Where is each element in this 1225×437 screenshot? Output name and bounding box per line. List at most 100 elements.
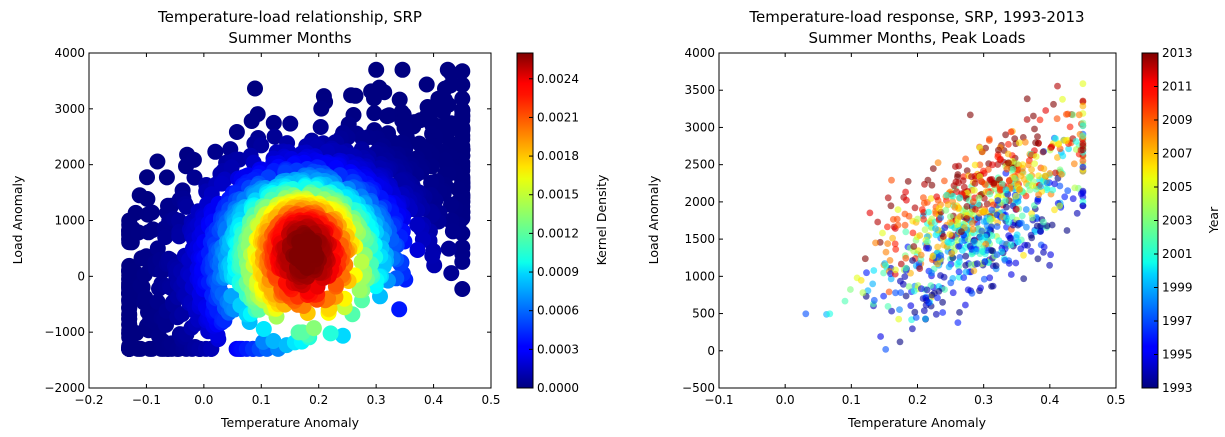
year-point — [973, 260, 981, 268]
y-tick-label: 500 — [692, 307, 715, 321]
year-point — [932, 310, 940, 318]
density-point — [368, 61, 385, 78]
year-point — [993, 223, 1001, 230]
year-point — [909, 325, 916, 333]
year-point — [1064, 187, 1072, 195]
right-colorbar-ticks: 1993 1995 1997 1999 2001 2003 2005 2007 2009 2011… — [1154, 46, 1193, 395]
colorbar-tick-label: 1993 — [1162, 381, 1193, 395]
year-point — [1069, 195, 1077, 203]
density-point — [409, 242, 426, 258]
y-tick-label: −1000 — [44, 325, 85, 339]
year-point — [1079, 80, 1087, 88]
year-point — [887, 275, 895, 283]
x-tick-label: −0.1 — [132, 393, 161, 407]
y-tick-label: 0 — [707, 344, 715, 358]
x-tick-label: 0.5 — [1106, 393, 1125, 407]
right-scatter-points — [802, 80, 1087, 353]
year-point — [923, 286, 931, 294]
x-tick-label: −0.1 — [704, 393, 733, 407]
density-point — [253, 137, 270, 154]
year-point — [892, 245, 900, 253]
year-point — [1040, 249, 1047, 256]
density-point — [298, 243, 315, 259]
year-point — [1023, 223, 1030, 231]
year-point — [1051, 206, 1058, 214]
density-point — [379, 108, 396, 125]
year-point — [925, 299, 932, 307]
year-point — [939, 298, 946, 306]
year-point — [981, 258, 989, 266]
year-point — [885, 288, 893, 296]
year-point — [889, 234, 896, 242]
year-point — [972, 247, 980, 255]
density-point — [243, 113, 260, 129]
y-tick-label: 0 — [77, 269, 85, 283]
year-point — [1046, 261, 1053, 269]
year-point — [902, 264, 910, 272]
year-point — [874, 218, 882, 226]
year-point — [954, 171, 962, 178]
year-point — [929, 252, 937, 260]
x-tick-label: 0.5 — [481, 393, 500, 407]
density-point — [322, 325, 339, 342]
year-point — [1028, 214, 1036, 222]
year-point — [870, 267, 878, 274]
year-point — [934, 243, 941, 251]
year-point — [897, 289, 905, 296]
density-point — [424, 247, 441, 264]
x-tick-label: 0.1 — [252, 393, 271, 407]
year-point — [853, 274, 861, 282]
year-point — [904, 178, 912, 185]
x-tick-label: 0.4 — [424, 393, 443, 407]
year-point — [941, 177, 948, 185]
year-point — [969, 226, 977, 233]
left-colorbar-label: Kernel Density — [594, 174, 609, 265]
year-point — [1059, 95, 1066, 103]
right-chart-title: Temperature-load response, SRP, 1993-201… — [748, 8, 1084, 26]
year-point — [988, 223, 995, 231]
density-point — [394, 61, 411, 78]
year-point — [958, 228, 965, 236]
year-point — [907, 302, 915, 310]
year-point — [949, 289, 957, 297]
year-point — [872, 239, 879, 247]
year-point — [1034, 133, 1041, 141]
density-point — [127, 204, 144, 221]
density-point — [366, 90, 382, 107]
year-point — [976, 161, 984, 169]
year-point — [937, 252, 945, 259]
year-point — [1007, 241, 1015, 249]
year-point — [912, 314, 920, 321]
density-point — [149, 153, 166, 170]
y-tick-label: 4000 — [54, 46, 85, 60]
year-point — [1017, 245, 1025, 253]
density-point — [282, 115, 299, 132]
y-tick-label: 1500 — [684, 232, 715, 246]
year-point — [934, 260, 941, 268]
year-point — [1079, 122, 1087, 130]
year-point — [866, 209, 874, 217]
year-point — [1035, 191, 1042, 199]
year-point — [917, 251, 925, 259]
year-point — [1061, 193, 1069, 201]
year-point — [963, 215, 971, 222]
year-point — [995, 237, 1003, 245]
year-point — [1021, 138, 1029, 146]
year-point — [978, 247, 986, 255]
year-point — [884, 303, 892, 310]
colorbar-tick-label: 1995 — [1162, 348, 1193, 362]
year-point — [940, 273, 948, 281]
year-point — [956, 194, 964, 202]
year-point — [945, 263, 953, 271]
density-point — [391, 91, 408, 108]
year-point — [1024, 241, 1031, 249]
year-point — [917, 285, 925, 293]
y-tick-label: 1000 — [54, 214, 85, 228]
year-point — [978, 227, 986, 235]
year-point — [962, 261, 970, 269]
year-point — [1063, 227, 1071, 234]
year-point — [1056, 182, 1064, 190]
year-point — [901, 221, 909, 229]
year-point — [963, 203, 971, 210]
density-point — [247, 80, 263, 97]
